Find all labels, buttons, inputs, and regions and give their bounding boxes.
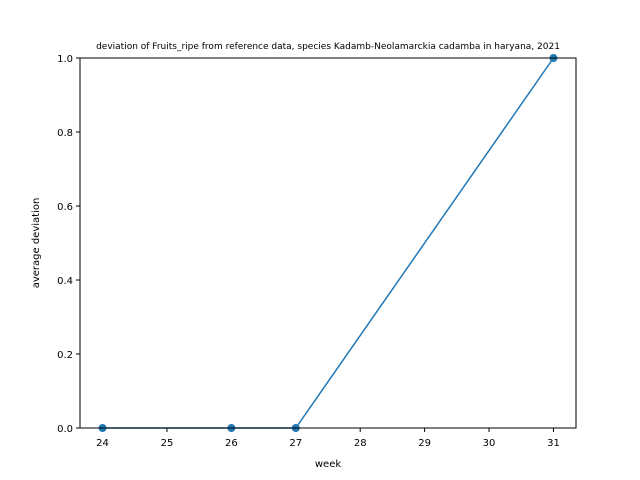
x-axis-ticks: 24 25 26 27 28 29 30 31 xyxy=(96,428,560,449)
y-axis-label: average deviation xyxy=(31,198,42,289)
x-tick-label: 27 xyxy=(289,438,302,449)
chart-title: deviation of Fruits_ripe from reference … xyxy=(96,42,560,52)
x-axis-label: week xyxy=(315,459,341,470)
y-tick-label: 0.2 xyxy=(57,350,73,361)
axes-frame xyxy=(79,57,577,429)
x-tick-label: 31 xyxy=(547,438,560,449)
x-tick-label: 30 xyxy=(483,438,496,449)
x-tick-label: 25 xyxy=(161,438,174,449)
y-tick-label: 0.8 xyxy=(57,128,73,139)
y-tick-label: 0.6 xyxy=(57,202,73,213)
x-tick-label: 24 xyxy=(96,438,109,449)
x-tick-label: 29 xyxy=(418,438,431,449)
y-tick-label: 1.0 xyxy=(57,54,73,65)
x-tick-label: 28 xyxy=(354,438,367,449)
x-tick-label: 26 xyxy=(225,438,238,449)
y-tick-label: 0.0 xyxy=(57,424,73,435)
y-axis-ticks: 0.0 0.2 0.4 0.6 0.8 1.0 xyxy=(57,54,80,435)
y-tick-label: 0.4 xyxy=(57,276,73,287)
